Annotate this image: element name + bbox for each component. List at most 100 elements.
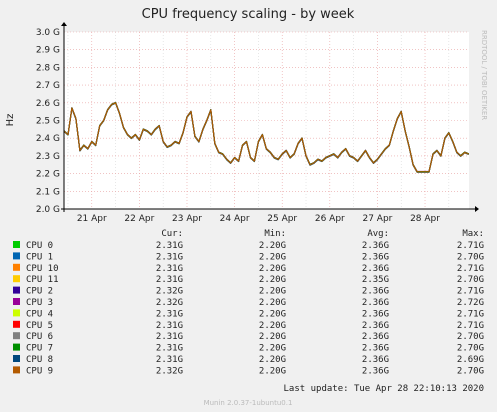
- legend-row: CPU 11 2.31G 2.20G 2.35G 2.70G: [13, 275, 484, 285]
- legend-series-name: CPU 0: [26, 241, 53, 251]
- legend-series-name: CPU 3: [26, 298, 53, 308]
- legend-value-cur: 2.32G: [156, 298, 183, 308]
- legend-swatch: [13, 241, 20, 248]
- y-tick-label: 2.6 G: [36, 99, 60, 109]
- legend-value-min: 2.20G: [259, 355, 286, 365]
- y-tick-label: 2.0 G: [36, 205, 60, 215]
- legend-value-min: 2.20G: [259, 252, 286, 262]
- legend-row: CPU 2 2.32G 2.20G 2.36G 2.71G: [13, 286, 484, 297]
- legend-swatch: [13, 343, 20, 351]
- axes: [61, 22, 479, 212]
- legend-value-avg: 2.36G: [362, 366, 389, 376]
- legend-value-avg: 2.36G: [362, 252, 389, 262]
- legend-row: CPU 7 2.31G 2.20G 2.36G 2.70G: [13, 343, 484, 354]
- legend-series-name: CPU 7: [26, 344, 53, 354]
- legend-row: CPU 3 2.32G 2.20G 2.36G 2.72G: [13, 298, 484, 308]
- legend-row: CPU 4 2.31G 2.20G 2.36G 2.71G: [13, 309, 484, 319]
- legend-value-avg: 2.36G: [362, 344, 389, 354]
- legend-value-max: 2.71G: [457, 241, 484, 251]
- y-axis-label: Hz: [5, 114, 16, 127]
- legend-value-cur: 2.31G: [156, 332, 183, 342]
- legend-value-max: 2.70G: [457, 344, 484, 354]
- legend-swatch: [13, 298, 20, 305]
- side-watermark: RRDTOOL / TOBI OETIKER: [480, 30, 488, 120]
- y-tick-label: 2.9 G: [36, 46, 60, 56]
- legend-value-min: 2.20G: [259, 241, 286, 251]
- legend-value-cur: 2.31G: [156, 355, 183, 365]
- legend-swatch: [13, 332, 20, 340]
- legend-value-cur: 2.31G: [156, 344, 183, 354]
- legend-value-avg: 2.36G: [362, 287, 389, 297]
- legend-row: CPU 6 2.31G 2.20G 2.36G 2.70G: [13, 332, 484, 342]
- y-tick-label: 3.0 G: [36, 28, 60, 38]
- legend-value-cur: 2.31G: [156, 321, 183, 331]
- x-tick-label: 27 Apr: [362, 214, 392, 224]
- x-axis-arrow-icon: [475, 206, 479, 212]
- legend-header: Avg:: [367, 229, 389, 239]
- legend-series-name: CPU 4: [26, 309, 53, 319]
- plot-area: 2.0 G 2.1 G 2.2 G 2.3 G 2.4 G 2.5 G 2.6 G 2.7 G…: [36, 22, 479, 224]
- x-tick-label: 28 Apr: [410, 214, 440, 224]
- legend-value-max: 2.70G: [457, 332, 484, 342]
- legend-value-min: 2.20G: [259, 298, 286, 308]
- legend-value-avg: 2.36G: [362, 298, 389, 308]
- legend-row: CPU 1 2.31G 2.20G 2.36G 2.70G: [13, 252, 484, 262]
- legend-value-max: 2.71G: [457, 287, 484, 297]
- legend-series-name: CPU 8: [26, 355, 53, 365]
- legend-series-name: CPU 10: [26, 264, 59, 274]
- y-axis-arrow-icon: [61, 22, 67, 26]
- legend-value-avg: 2.36G: [362, 332, 389, 342]
- legend-value-max: 2.71G: [457, 321, 484, 331]
- x-tick-label: 23 Apr: [172, 214, 202, 224]
- legend-row: CPU 0 2.31G 2.20G 2.36G 2.71G: [13, 241, 484, 251]
- legend-swatch: [13, 355, 20, 362]
- legend-value-cur: 2.32G: [156, 287, 183, 297]
- legend-value-min: 2.20G: [259, 287, 286, 297]
- legend-row: CPU 5 2.31G 2.20G 2.36G 2.71G: [13, 320, 484, 331]
- legend-value-min: 2.20G: [259, 344, 286, 354]
- y-tick-label: 2.4 G: [36, 134, 60, 144]
- legend-value-cur: 2.31G: [156, 241, 183, 251]
- x-tick-label: 22 Apr: [124, 214, 154, 224]
- legend-value-avg: 2.36G: [362, 309, 389, 319]
- x-tick-label: 25 Apr: [267, 214, 297, 224]
- x-tick-label: 26 Apr: [315, 214, 345, 224]
- legend-series-name: CPU 9: [26, 366, 53, 376]
- legend-swatch: [13, 263, 20, 271]
- legend-series-name: CPU 6: [26, 332, 53, 342]
- legend-value-min: 2.20G: [259, 366, 286, 376]
- legend-swatch: [13, 320, 20, 328]
- legend-value-cur: 2.31G: [156, 264, 183, 274]
- legend-value-min: 2.20G: [259, 332, 286, 342]
- y-tick-label: 2.2 G: [36, 170, 60, 180]
- last-update: Last update: Tue Apr 28 22:10:13 2020: [284, 384, 484, 394]
- legend-value-min: 2.20G: [259, 275, 286, 285]
- legend-value-cur: 2.31G: [156, 309, 183, 319]
- y-tick-label: 2.8 G: [36, 63, 60, 73]
- legend-series-name: CPU 5: [26, 321, 53, 331]
- legend-value-max: 2.71G: [457, 264, 484, 274]
- legend-value-cur: 2.32G: [156, 366, 183, 376]
- series-line-cpu-9: [63, 102, 469, 173]
- legend-swatch: [13, 366, 20, 374]
- y-tick-labels: 2.0 G 2.1 G 2.2 G 2.3 G 2.4 G 2.5 G 2.6 G 2.7 G…: [36, 28, 60, 215]
- legend-swatch: [13, 309, 20, 317]
- munin-version: Munin 2.0.37-1ubuntu0.1: [204, 399, 293, 407]
- legend-table: Cur: Min: Avg: Max: CPU 0 2.31G 2.20G 2.36G 2.71…: [13, 229, 484, 376]
- legend-swatch: [13, 252, 20, 260]
- legend-value-avg: 2.36G: [362, 241, 389, 251]
- legend-value-max: 2.70G: [457, 275, 484, 285]
- legend-value-cur: 2.31G: [156, 252, 183, 262]
- legend-value-max: 2.69G: [457, 355, 484, 365]
- legend-value-cur: 2.31G: [156, 275, 183, 285]
- y-tick-label: 2.7 G: [36, 81, 60, 91]
- legend-header: Min:: [264, 229, 286, 239]
- legend-value-min: 2.20G: [259, 264, 286, 274]
- legend-series-name: CPU 11: [26, 275, 59, 285]
- grid: [64, 31, 469, 210]
- legend-row: CPU 10 2.31G 2.20G 2.36G 2.71G: [13, 263, 484, 274]
- series-group: [63, 101, 469, 173]
- chart-title: CPU frequency scaling - by week: [142, 7, 355, 22]
- legend-row: CPU 9 2.32G 2.20G 2.36G 2.70G: [13, 366, 484, 376]
